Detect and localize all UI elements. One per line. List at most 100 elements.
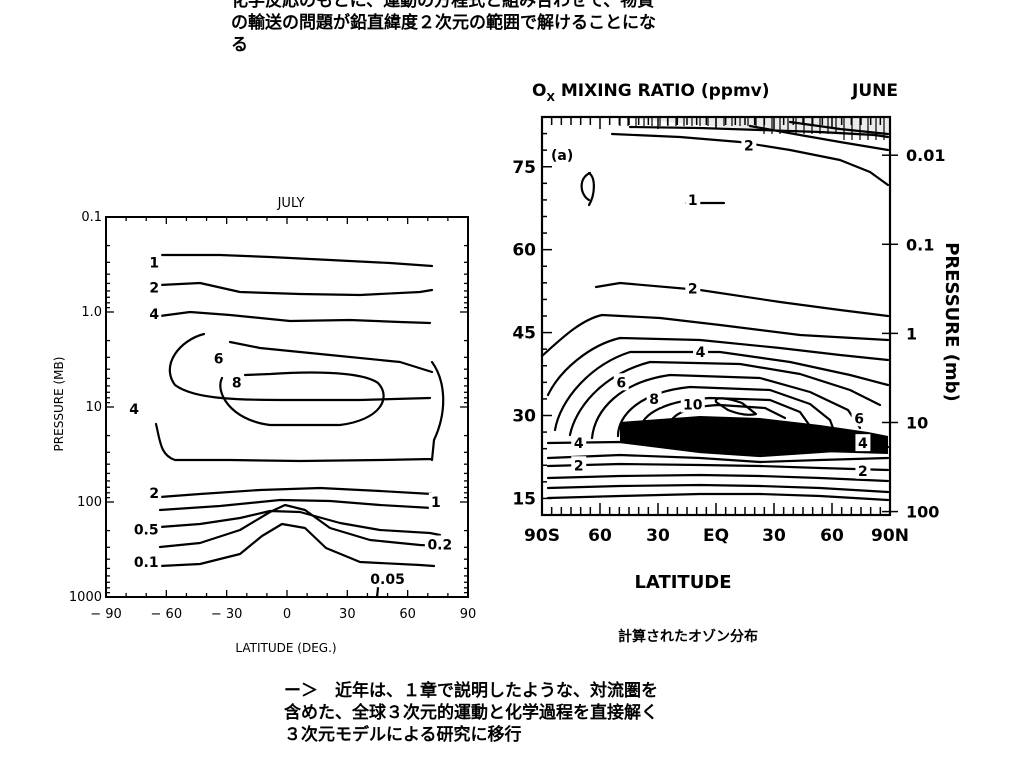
- july-chart: JULY − 90 − 60 − 30 0 30 60 90 0.1 1.0 10 100 1000…: [52, 196, 476, 655]
- july-contour-label-bg: [368, 570, 407, 588]
- june-c6: [568, 360, 882, 437]
- june-contour-label-bg: [685, 279, 701, 297]
- june-contour-label-bg: [646, 389, 662, 407]
- july-contour-label-bg: [147, 253, 162, 271]
- june-contour-label: 4: [696, 345, 706, 361]
- june-contour-label: 1: [688, 193, 698, 209]
- june-contour-label: 8: [649, 392, 659, 408]
- july-contour-label: 0.2: [427, 537, 452, 553]
- june-contour-label: 2: [858, 464, 868, 480]
- june-contour-label-bg: [613, 373, 629, 391]
- july-title: JULY: [277, 196, 305, 211]
- figure-caption: 計算されたオゾン分布: [618, 629, 758, 645]
- july-contour-label-bg: [147, 305, 162, 323]
- june-c5: [553, 350, 890, 432]
- july-contour-label: 4: [149, 307, 159, 323]
- june-contours: [540, 120, 890, 502]
- june-top-1: [628, 125, 890, 139]
- june-x-tick-label: 60: [820, 526, 844, 546]
- june-contour-label-bg: [571, 456, 587, 474]
- july-contour-label-bg: [131, 553, 162, 571]
- june-right-tick-label: 100: [906, 503, 939, 522]
- contour-0-2: [158, 503, 442, 549]
- july-x-tick-label: − 60: [151, 607, 183, 622]
- july-contour-label: 2: [149, 486, 159, 502]
- june-low-2: [546, 453, 890, 464]
- june-left-tick-label: 45: [512, 324, 536, 344]
- july-contour-label-bg: [229, 373, 244, 391]
- june-right-tick-label: 0.1: [906, 235, 934, 254]
- june-right-tick-label: 1: [906, 324, 917, 343]
- june-c4: [546, 336, 890, 397]
- july-contour-label: 0.05: [370, 572, 405, 588]
- july-y-tick-label: 0.1: [81, 210, 102, 225]
- june-x-tick-label: 30: [762, 526, 786, 546]
- top-text: 化学反応のもとに、運動の方程式と組み合わせて、物質 の輸送の問題が鉛直緯度２次元…: [231, 0, 656, 55]
- june-left-tick-label: 75: [512, 158, 536, 178]
- july-contour-labels: 1 2 4 68 4 2 1 0.5 0.2 0.1 0.05: [127, 253, 455, 588]
- june-contour-label-bg: [571, 434, 587, 452]
- july-contour-label-bg: [131, 520, 162, 538]
- july-x-tick-label: − 90: [90, 607, 122, 622]
- july-plot-frame: [105, 216, 469, 598]
- june-contour-label: 2: [574, 458, 584, 474]
- june-left-tick-labels: 15 30 45 60 75: [512, 158, 536, 510]
- june-month: JUNE: [851, 81, 898, 101]
- june-right-tick-label: 0.01: [906, 146, 945, 165]
- june-top-3: [748, 124, 890, 152]
- contour-6: [168, 332, 434, 402]
- june-low-3: [546, 462, 890, 472]
- july-contour-label-bg: [424, 535, 455, 553]
- july-x-tick-label: − 30: [211, 607, 243, 622]
- july-contour-label-bg: [127, 400, 142, 418]
- june-contour-label: 4: [858, 436, 868, 452]
- june-x-axis-label: LATITUDE: [634, 572, 731, 593]
- july-y-tick-labels: 0.1 1.0 10 100 1000: [69, 210, 102, 605]
- june-loop: [580, 171, 595, 207]
- july-contour-label: 6: [214, 352, 224, 368]
- june-right-tick-label: 10: [906, 413, 928, 432]
- june-x-tick-label: 30: [646, 526, 670, 546]
- july-x-tick-label: 0: [283, 607, 291, 622]
- june-low-5: [546, 483, 890, 494]
- contour-1-lower: [158, 498, 434, 512]
- july-contour-label: 1: [431, 495, 441, 511]
- june-contour-label-bg: [680, 395, 705, 413]
- july-x-tick-labels: − 90 − 60 − 30 0 30 60 90: [90, 607, 476, 622]
- contour-2: [158, 281, 434, 297]
- bottom-text: ー＞ 近年は、１章で説明したような、対流圏を 含めた、全球３次元的運動と化学過程…: [284, 681, 658, 745]
- june-contour-label-bg: [693, 342, 709, 360]
- june-inner: [714, 397, 758, 416]
- june-contour-label-bg: [855, 434, 871, 452]
- june-top-2: [610, 132, 890, 187]
- june-contour-label: 2: [688, 281, 698, 297]
- contour-4: [158, 310, 432, 325]
- contour-1: [158, 253, 434, 268]
- july-y-tick-label: 10: [85, 400, 102, 415]
- june-y-axis-label: PRESSURE (mb): [941, 242, 962, 402]
- july-contour-label-bg: [211, 349, 226, 367]
- june-panel-label: (a): [551, 148, 573, 164]
- june-left-tick-label: 30: [512, 407, 536, 427]
- july-contour-label: 8: [232, 375, 242, 391]
- july-y-tick-label: 100: [77, 495, 102, 510]
- june-left-tick-label: 15: [512, 489, 536, 509]
- june-dense-band: [620, 416, 888, 455]
- june-contour-label: 6: [616, 375, 626, 391]
- july-contours: [154, 253, 445, 599]
- july-contour-label-bg: [428, 493, 443, 510]
- july-contour-label: 4: [129, 402, 139, 418]
- june-c2: [594, 281, 890, 318]
- june-x-tick-label: 90N: [871, 526, 909, 546]
- july-y-tick-label: 1.0: [81, 305, 102, 320]
- june-x-tick-label: 90S: [524, 526, 560, 546]
- june-low-4: [546, 473, 890, 483]
- contour-2-lower: [158, 486, 434, 499]
- june-contour-label: 2: [744, 139, 754, 155]
- contour-8: [219, 371, 385, 427]
- june-x-tick-label: EQ: [703, 526, 729, 546]
- june-low-6: [546, 492, 890, 502]
- july-contour-label: 2: [149, 280, 159, 296]
- july-y-tick-label: 1000: [69, 590, 102, 605]
